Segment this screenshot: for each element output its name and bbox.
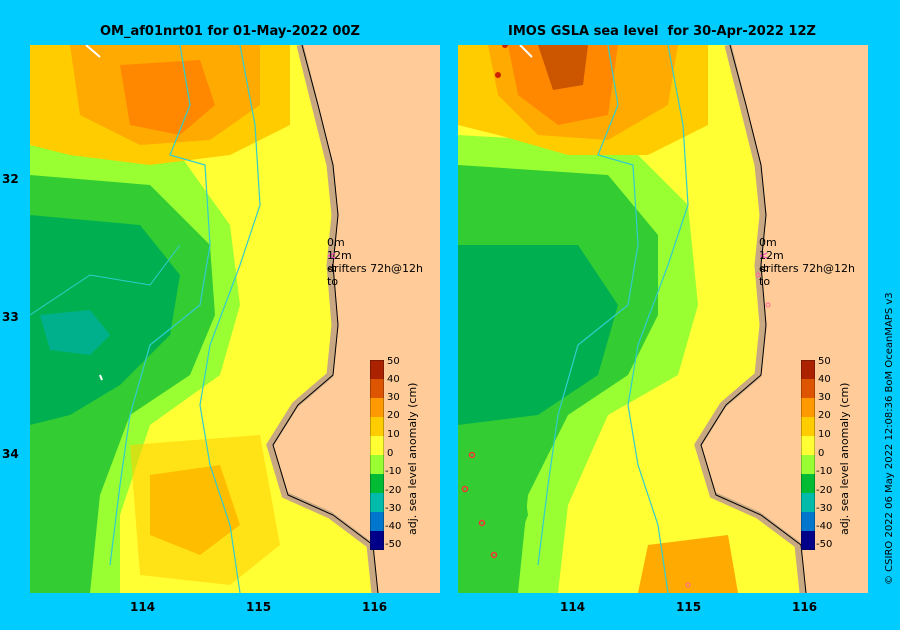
drifter-marker-icon: <: [327, 249, 337, 262]
drifter-legend-text: drifters 72h@12h: [759, 262, 856, 275]
colorbar-tick: -50: [816, 539, 833, 550]
y-tick-label: 33: [2, 310, 19, 324]
drifter-depth-label: 12m: [759, 249, 784, 262]
drifter-legend-right: 0m < drifters 72h@12h: [752, 223, 855, 275]
colorbar-tick: -10: [816, 466, 833, 477]
colorbar-right: [801, 360, 815, 550]
colorbar-tick: 10: [818, 429, 831, 440]
drifter-marker-icon: <: [327, 262, 337, 275]
drifter-marker-icon: [502, 45, 508, 48]
colorbar-tick: 40: [818, 374, 831, 385]
drifter-legend-right-2: 12m < to: [752, 236, 784, 288]
x-tick-label-left: 116: [362, 600, 388, 614]
x-tick-label-left: 115: [246, 600, 272, 614]
x-tick-label-left: 114: [130, 600, 156, 614]
colorbar-tick: 30: [387, 392, 400, 403]
drifter-marker-icon: [461, 485, 469, 493]
drifter-legend-left-2: 12m < to: [320, 236, 352, 288]
panel-title-right: IMOS GSLA sea level for 30-Apr-2022 12Z: [508, 24, 816, 39]
panel-title-left: OM_af01nrt01 for 01-May-2022 00Z: [100, 24, 360, 39]
colorbar-tick: 50: [818, 356, 831, 367]
x-tick-label-right: 115: [676, 600, 702, 614]
y-tick-label: 34: [2, 447, 19, 461]
colorbar-tick: -40: [385, 521, 402, 532]
drifter-depth-label: 12m: [327, 249, 352, 262]
sea-level-map-left: [30, 45, 440, 593]
colorbar-tick: 20: [818, 410, 831, 421]
drifter-legend-left: 0m < drifters 72h@12h: [320, 223, 423, 275]
colorbar-label-left: adj. sea level anomaly (cm): [406, 382, 419, 535]
drifter-marker-icon: [468, 451, 476, 459]
map-panel-left: [30, 45, 440, 593]
drifter-marker-icon: [478, 519, 486, 527]
x-tick-label-right: 114: [560, 600, 586, 614]
colorbar-tick: -10: [385, 466, 402, 477]
y-tick-label: 32: [2, 172, 19, 186]
drifter-marker-icon: [685, 582, 691, 588]
colorbar-tick: 0: [387, 448, 394, 459]
credit-text: © CSIRO 2022 06 May 2022 12:08:36 BoM Oc…: [884, 292, 895, 585]
colorbar-tick: 0: [818, 448, 825, 459]
drifter-depth-label: 0m: [759, 236, 777, 249]
x-tick-label-right: 116: [792, 600, 818, 614]
drifter-marker-icon: <: [759, 262, 769, 275]
drifter-marker-icon: [490, 551, 498, 559]
sea-level-map-right: [458, 45, 868, 593]
drifter-marker-icon: <: [759, 249, 769, 262]
colorbar-tick: 10: [387, 429, 400, 440]
drifter-legend-text: to: [759, 275, 771, 288]
drifter-marker-icon: [765, 302, 771, 308]
drifter-depth-label: 0m: [327, 236, 345, 249]
colorbar-tick: -50: [385, 539, 402, 550]
colorbar-tick: -30: [816, 503, 833, 514]
drifter-marker-icon: [495, 72, 501, 78]
colorbar-tick: -30: [385, 503, 402, 514]
colorbar-label-right: adj. sea level anomaly (cm): [838, 382, 851, 535]
arrow-icon: [99, 374, 103, 381]
arrow-icon: [519, 45, 533, 58]
map-panel-right: [458, 45, 868, 593]
colorbar-tick: -40: [816, 521, 833, 532]
drifter-legend-text: drifters 72h@12h: [327, 262, 424, 275]
colorbar-tick: 30: [818, 392, 831, 403]
drifter-legend-text: to: [327, 275, 339, 288]
colorbar-tick: 20: [387, 410, 400, 421]
drifter-marker-icon: [755, 272, 761, 278]
colorbar-tick: -20: [816, 485, 833, 496]
colorbar-tick: -20: [385, 485, 402, 496]
colorbar-left: [370, 360, 384, 550]
colorbar-tick: 50: [387, 356, 400, 367]
colorbar-tick: 40: [387, 374, 400, 385]
arrow-icon: [85, 45, 101, 58]
